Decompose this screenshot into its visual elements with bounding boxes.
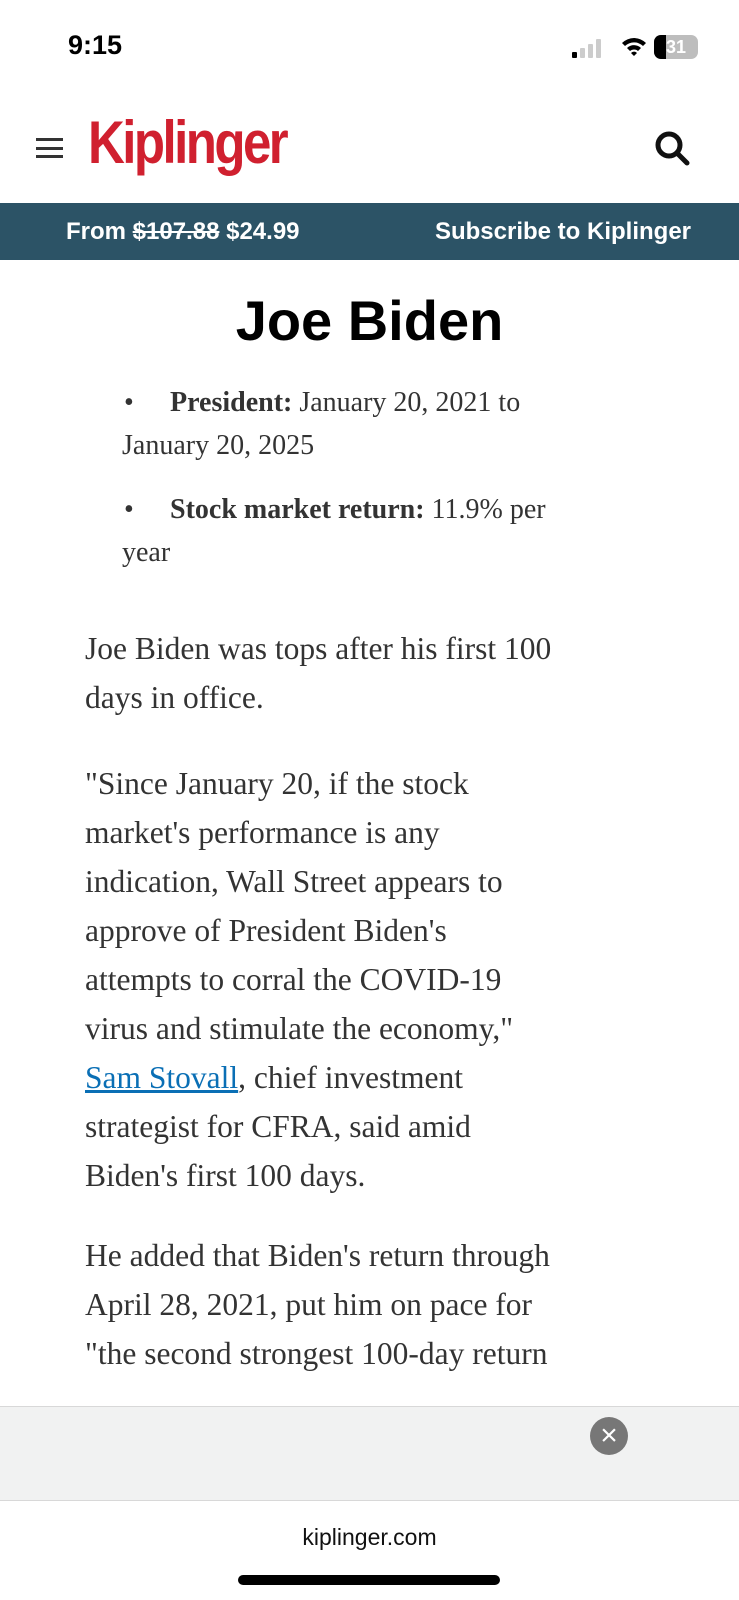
new-price: $24.99 bbox=[226, 218, 300, 245]
cellular-signal-icon bbox=[572, 38, 601, 58]
paragraph-1: Joe Biden was tops after his first 100 da… bbox=[85, 631, 552, 715]
paragraph-2: "Since January 20, if the stock market's … bbox=[85, 766, 514, 1193]
promo-from: From bbox=[66, 218, 126, 245]
bullet-stock-return: • Stock market return: 11.9% per year bbox=[122, 494, 546, 568]
home-indicator[interactable] bbox=[238, 1575, 500, 1585]
subscription-promo-banner[interactable]: From $107.88 $24.99 Subscribe to Kipling… bbox=[0, 203, 739, 260]
promo-price[interactable]: From $107.88 $24.99 bbox=[66, 218, 300, 246]
close-icon[interactable]: × bbox=[590, 1417, 628, 1455]
search-icon[interactable] bbox=[652, 128, 692, 168]
subscribe-link[interactable]: Subscribe to Kiplinger bbox=[434, 218, 691, 245]
browser-url[interactable]: kiplinger.com bbox=[302, 1524, 437, 1550]
bullet-president: • President: January 20, 2021 to January 2… bbox=[122, 387, 521, 461]
battery-icon: 31 bbox=[654, 35, 698, 59]
hamburger-menu-icon[interactable] bbox=[36, 138, 63, 158]
section-heading: Joe Biden bbox=[235, 289, 504, 352]
wifi-icon bbox=[622, 38, 646, 56]
status-time: 9:15 bbox=[68, 30, 123, 60]
old-price: $107.88 bbox=[132, 218, 220, 245]
kiplinger-logo[interactable]: Kiplinger bbox=[88, 109, 289, 176]
sam-stovall-link[interactable]: Sam Stovall bbox=[85, 1060, 239, 1095]
ad-banner[interactable] bbox=[0, 1406, 739, 1501]
paragraph-3: He added that Biden's return through Apri… bbox=[85, 1238, 550, 1371]
